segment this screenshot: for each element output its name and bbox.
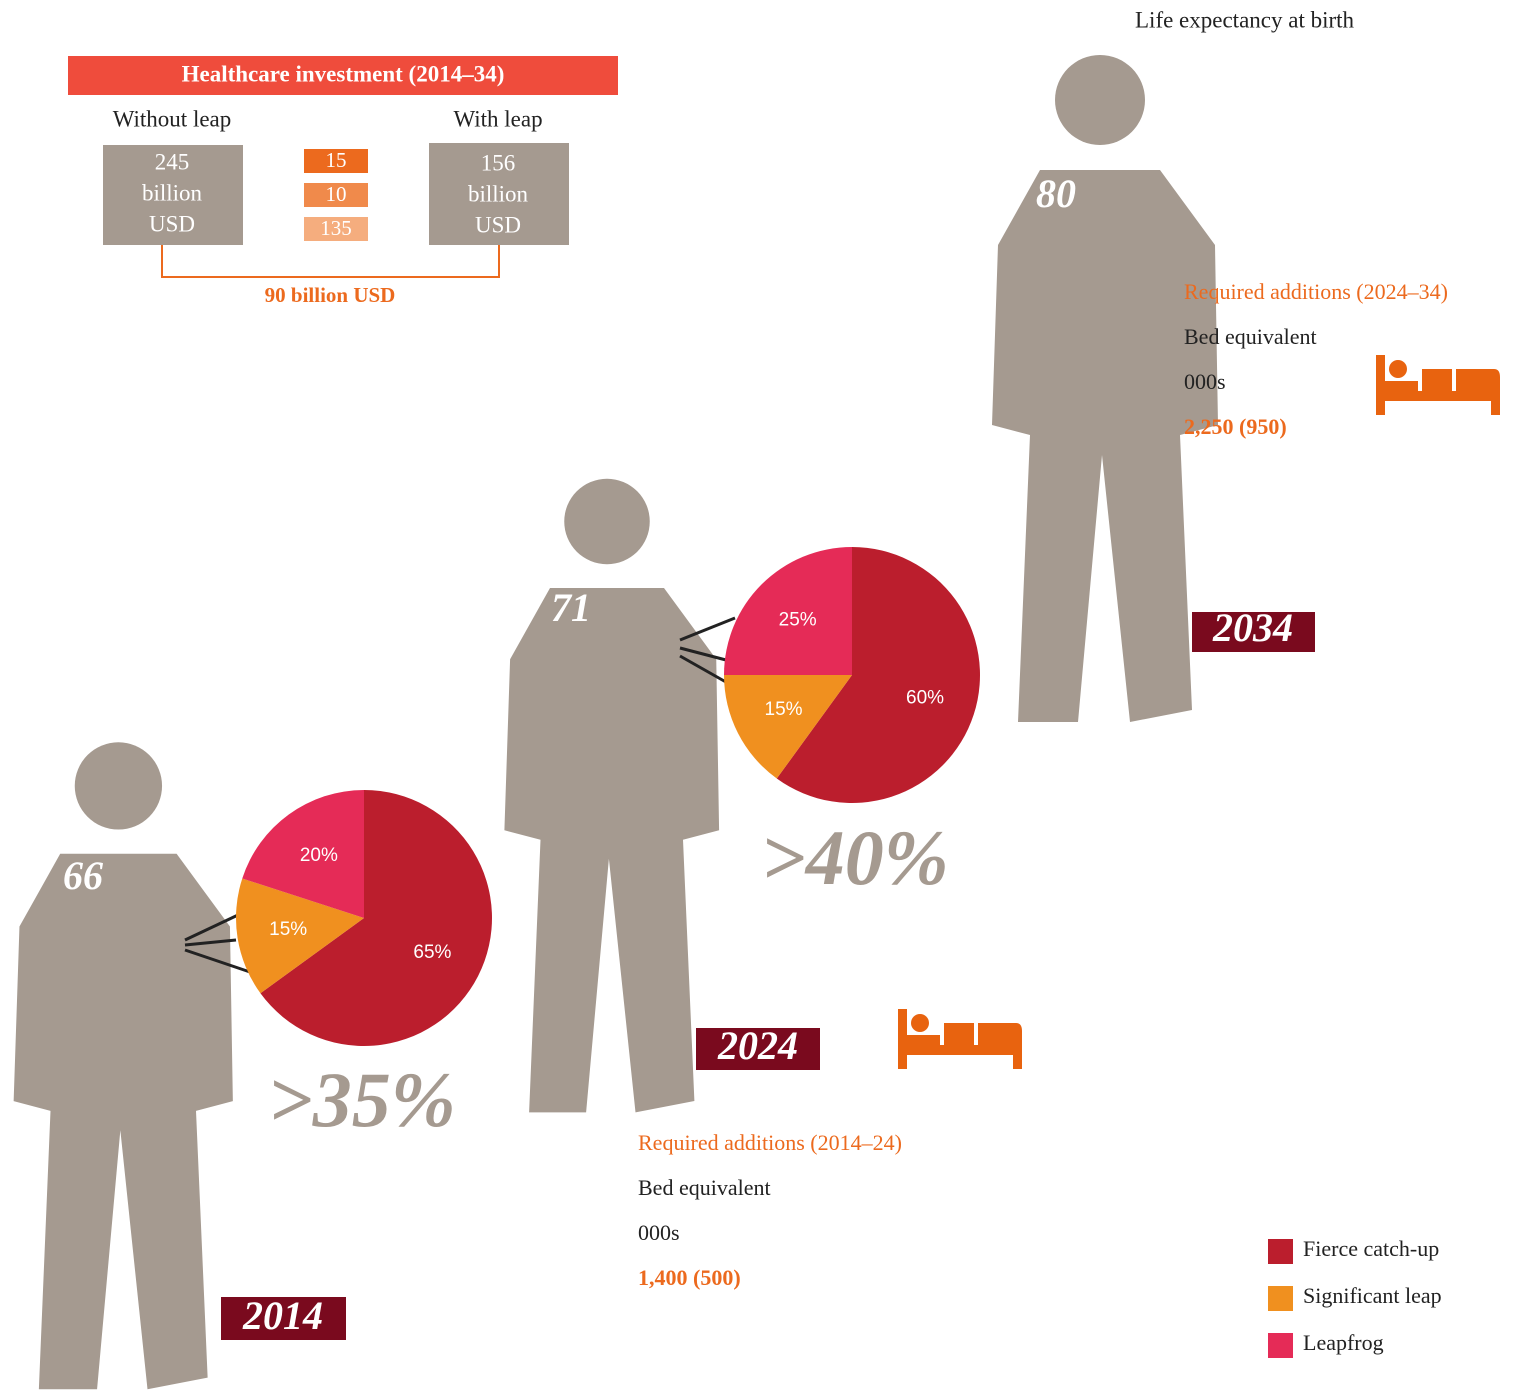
box-text: USD [475,212,521,237]
share: >40% [761,814,948,901]
share: >35% [268,1056,455,1143]
breakdown-value: 135 [320,216,352,240]
year: 2034 [1212,605,1293,650]
box-text: 156 [481,150,516,175]
additions-title: Required additions (2014–24) [638,1130,902,1155]
breakdown-value: 10 [326,182,347,206]
additions-value: 2,250 (950) [1184,414,1287,439]
legend-label: Fierce catch-up [1303,1236,1439,1261]
measure: Bed equivalent [638,1175,771,1200]
bed-icon [898,1009,1022,1069]
unit: 000s [638,1220,680,1245]
label: Without leap [113,106,232,131]
pie-label: 15% [765,699,803,720]
pie-label: 65% [413,942,451,963]
year: 2014 [242,1293,323,1338]
year: 2024 [717,1023,798,1068]
box-title: Healthcare investment (2014–34) [182,61,505,86]
additions-value: 1,400 (500) [638,1265,741,1290]
bed-icon [1376,355,1500,415]
difference: 90 billion USD [265,283,396,307]
legend-swatch [1268,1239,1293,1264]
pie-label: 25% [779,610,817,631]
legend-label: Leapfrog [1303,1330,1384,1355]
life-expectancy: 71 [551,585,591,630]
label: With leap [453,106,542,131]
infographic: Life expectancy at birth Healthcare inves… [0,0,1530,1394]
box-text: billion [142,180,203,205]
header: Life expectancy at birth [1135,7,1355,32]
pie-label: 15% [269,919,307,940]
pie-label: 20% [300,845,338,866]
legend-swatch [1268,1333,1293,1358]
legend-swatch [1268,1286,1293,1311]
silhouette [14,55,1218,1389]
life-expectancy: 66 [63,853,103,898]
legend-label: Significant leap [1303,1283,1442,1308]
box-text: billion [468,181,529,206]
additions-title: Required additions (2024–34) [1184,279,1448,304]
life-expectancy: 80 [1036,171,1076,216]
unit: 000s [1184,369,1226,394]
breakdown-value: 15 [326,148,347,172]
box-text: 245 [155,149,190,174]
pie-label: 60% [906,688,944,709]
bracket [162,245,499,277]
box-text: USD [149,211,195,236]
measure: Bed equivalent [1184,324,1317,349]
